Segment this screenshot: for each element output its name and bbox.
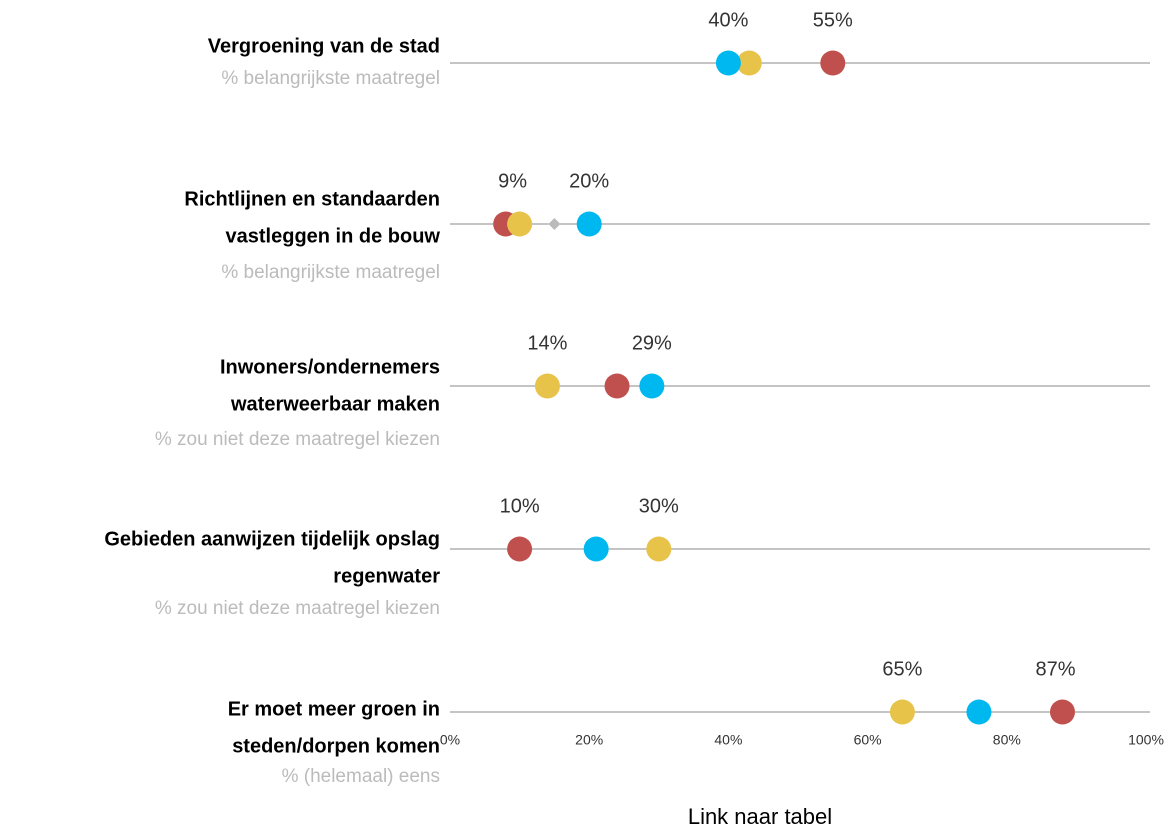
category-label: regenwater <box>333 565 440 587</box>
x-tick-label: 100% <box>1128 732 1164 748</box>
dot <box>534 373 560 399</box>
category-label: Richtlijnen en standaarden <box>184 188 440 210</box>
category-label: Gebieden aanwijzen tijdelijk opslag <box>104 528 440 550</box>
value-label: 65% <box>882 658 922 680</box>
dot <box>889 699 915 725</box>
dot <box>604 373 630 399</box>
dot <box>507 536 533 562</box>
value-label: 10% <box>500 495 540 517</box>
dot <box>507 211 533 237</box>
value-label: 9% <box>498 170 527 192</box>
category-label: steden/dorpen komen <box>232 735 440 757</box>
dot <box>583 536 609 562</box>
x-tick-label: 80% <box>993 732 1021 748</box>
x-tick-label: 20% <box>575 732 603 748</box>
value-label: 55% <box>813 9 853 31</box>
x-tick-label: 60% <box>854 732 882 748</box>
category-label: vastleggen in de bouw <box>226 225 441 247</box>
value-label: 14% <box>527 332 567 354</box>
category-subtitle: % zou niet deze maatregel kiezen <box>155 429 440 450</box>
category-subtitle: % zou niet deze maatregel kiezen <box>155 598 440 619</box>
category-label: Inwoners/ondernemers <box>220 356 440 378</box>
table-link[interactable]: Link naar tabel <box>688 804 832 829</box>
x-tick-label: 0% <box>440 732 460 748</box>
category-subtitle: % (helemaal) eens <box>282 766 440 787</box>
dot <box>1049 699 1075 725</box>
dot <box>715 50 741 76</box>
category-label: waterweerbaar maken <box>230 393 440 415</box>
dot <box>966 699 992 725</box>
dot <box>736 50 762 76</box>
category-subtitle: % belangrijkste maatregel <box>221 68 440 89</box>
value-label: 29% <box>632 332 672 354</box>
dot <box>576 211 602 237</box>
value-label: 30% <box>639 495 679 517</box>
value-label: 40% <box>708 9 748 31</box>
dot <box>646 536 672 562</box>
dot <box>639 373 665 399</box>
category-subtitle: % belangrijkste maatregel <box>221 262 440 283</box>
value-label: 20% <box>569 170 609 192</box>
x-tick-label: 40% <box>714 732 742 748</box>
dot <box>820 50 846 76</box>
value-label: 87% <box>1036 658 1076 680</box>
category-label: Er moet meer groen in <box>228 698 440 720</box>
diamond-marker <box>548 218 561 230</box>
category-label: Vergroening van de stad <box>208 35 440 57</box>
